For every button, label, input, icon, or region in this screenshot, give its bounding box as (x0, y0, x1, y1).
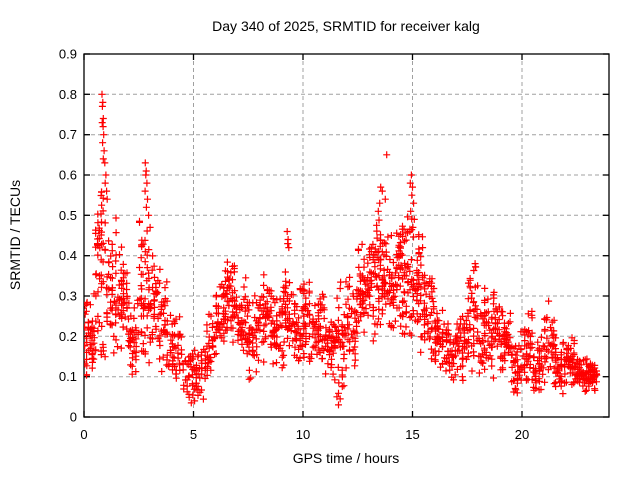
y-tick-label: 0.5 (59, 208, 77, 223)
y-tick-label: 0 (70, 410, 77, 425)
y-tick-label: 0.9 (59, 47, 77, 62)
x-axis-label: GPS time / hours (293, 450, 400, 466)
y-tick-label: 0.8 (59, 87, 77, 102)
x-tick-label: 20 (515, 427, 529, 442)
x-tick-label: 5 (190, 427, 197, 442)
x-tick-label: 0 (80, 427, 87, 442)
y-tick-label: 0.4 (59, 248, 77, 263)
scatter-points (84, 90, 601, 409)
y-tick-label: 0.1 (59, 369, 77, 384)
chart-title: Day 340 of 2025, SRMTID for receiver kal… (212, 18, 480, 34)
y-tick-label: 0.3 (59, 289, 77, 304)
x-tick-label: 10 (296, 427, 310, 442)
data-layer (84, 90, 601, 409)
y-axis-label: SRMTID / TECUs (7, 180, 23, 290)
y-tick-label: 0.2 (59, 329, 77, 344)
x-tick-label: 15 (405, 427, 419, 442)
y-tick-label: 0.6 (59, 168, 77, 183)
y-tick-label: 0.7 (59, 127, 77, 142)
plot-area-border (83, 53, 610, 418)
axis-ticks (83, 53, 609, 418)
tick-labels: 0 0.1 0.2 0.3 0.4 0.5 0.6 0.7 0.8 0.9 0 5 10 15 20 (59, 47, 529, 443)
